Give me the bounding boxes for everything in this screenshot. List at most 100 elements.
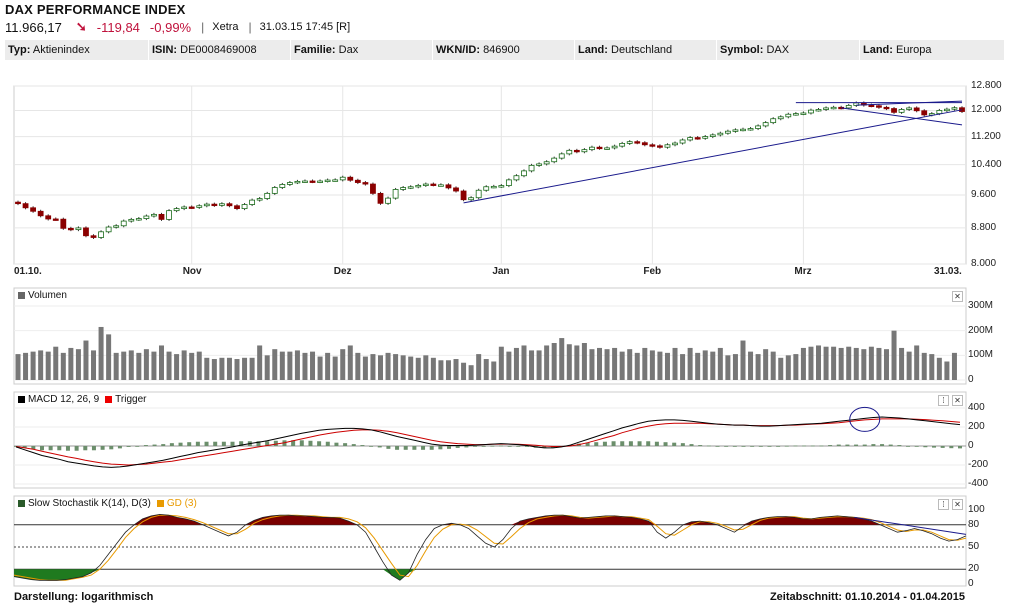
macd-histogram-bar <box>628 441 633 446</box>
volume-bar <box>589 349 595 380</box>
candle <box>536 163 542 166</box>
info-isin: ISIN: DE0008469008 <box>149 40 291 60</box>
candle <box>347 176 354 181</box>
macd-histogram-bar <box>91 446 96 451</box>
candle <box>770 118 777 124</box>
macd-histogram-bar <box>585 442 590 446</box>
candle <box>558 153 565 159</box>
volume-bar <box>717 347 723 380</box>
volume-bar <box>521 345 527 380</box>
macd-histogram-bar <box>828 445 833 446</box>
candle <box>490 185 497 189</box>
macd-histogram-bar <box>750 446 755 447</box>
candle <box>354 179 361 183</box>
candle <box>936 110 943 115</box>
volume-bar <box>612 347 618 380</box>
separator: | <box>248 20 252 34</box>
macd-histogram-bar <box>810 445 815 447</box>
macd-histogram-bar <box>308 440 313 446</box>
macd-histogram-bar <box>490 445 495 447</box>
macd-histogram-bar <box>273 440 278 446</box>
candle <box>845 105 852 109</box>
stoch-close-icon[interactable]: ✕ <box>952 499 963 510</box>
candle <box>626 141 633 144</box>
volume-bar <box>740 340 746 380</box>
macd-histogram-bar <box>524 446 529 447</box>
time-tick-label: Dez <box>333 266 352 277</box>
volume-tick-label: 0 <box>968 374 974 385</box>
macd-histogram-bar <box>654 441 659 446</box>
candle <box>800 112 807 115</box>
macd-histogram-bar <box>836 444 841 446</box>
volume-bar <box>340 349 346 380</box>
candle <box>30 207 37 212</box>
candle <box>362 182 369 185</box>
volume-bar <box>891 330 897 380</box>
macd-histogram-bar <box>464 446 469 448</box>
candle <box>422 183 429 186</box>
macd-close-icon[interactable]: ✕ <box>952 395 963 406</box>
volume-bar <box>362 356 368 380</box>
volume-bar <box>831 346 837 380</box>
candle <box>151 213 157 217</box>
candle <box>906 107 913 110</box>
stoch-settings-icon[interactable]: ⁞ <box>938 499 949 510</box>
candle <box>385 197 391 204</box>
candle <box>430 183 437 186</box>
volume-bar <box>38 350 44 380</box>
volume-bar <box>498 346 504 380</box>
macd-histogram-bar <box>620 441 625 446</box>
volume-bar <box>53 346 59 380</box>
candle <box>898 109 905 113</box>
stoch-label: Slow Stochastik K(14), D(3) GD (3) <box>18 498 197 509</box>
volume-bar <box>634 352 640 380</box>
candle <box>120 220 127 227</box>
macd-histogram-bar <box>22 446 27 448</box>
macd-histogram-bar <box>360 445 365 446</box>
candle <box>324 179 331 182</box>
candle <box>453 187 459 192</box>
stoch-tick-label: 0 <box>968 578 974 589</box>
volume-bar <box>83 340 89 380</box>
separator: | <box>201 20 205 34</box>
volume-bar <box>121 351 127 380</box>
candle <box>679 139 686 144</box>
macd-tick-label: 200 <box>968 421 985 432</box>
volume-bar <box>627 349 633 380</box>
volume-bar <box>868 346 874 380</box>
volume-bar <box>143 349 149 380</box>
macd-histogram-bar <box>351 444 356 446</box>
volume-bar <box>838 347 844 380</box>
candle <box>407 186 414 189</box>
macd-swatch <box>18 396 25 403</box>
macd-histogram-bar <box>784 445 789 447</box>
info-symbol: Symbol: DAX <box>717 40 860 60</box>
macd-histogram-bar <box>923 446 928 448</box>
volume-close-icon[interactable]: ✕ <box>952 291 963 302</box>
macd-histogram-bar <box>888 444 893 446</box>
macd-histogram-bar <box>421 446 426 450</box>
volume-bar <box>672 347 678 380</box>
candle <box>521 170 527 177</box>
price-tick-label: 11.200 <box>971 130 1001 142</box>
candle <box>732 129 739 132</box>
volume-bar <box>861 349 867 380</box>
volume-bar <box>581 343 587 380</box>
macd-panel <box>13 391 967 489</box>
volume-bar <box>574 345 580 380</box>
macd-histogram-bar <box>299 440 304 446</box>
macd-histogram-bar <box>169 443 174 446</box>
candle <box>709 134 716 137</box>
period-range: Zeitabschnitt: 01.10.2014 - 01.04.2015 <box>769 591 965 603</box>
candle <box>724 130 731 134</box>
volume-bar <box>785 355 791 380</box>
macd-histogram-bar <box>940 446 945 448</box>
candle <box>513 175 520 181</box>
stoch-tick-label: 20 <box>968 563 980 575</box>
macd-settings-icon[interactable]: ⁞ <box>938 395 949 406</box>
candle <box>45 215 52 220</box>
candle <box>83 227 89 237</box>
macd-histogram-bar <box>611 441 616 446</box>
info-country: Land: Deutschland <box>575 40 717 60</box>
candle <box>740 128 746 132</box>
